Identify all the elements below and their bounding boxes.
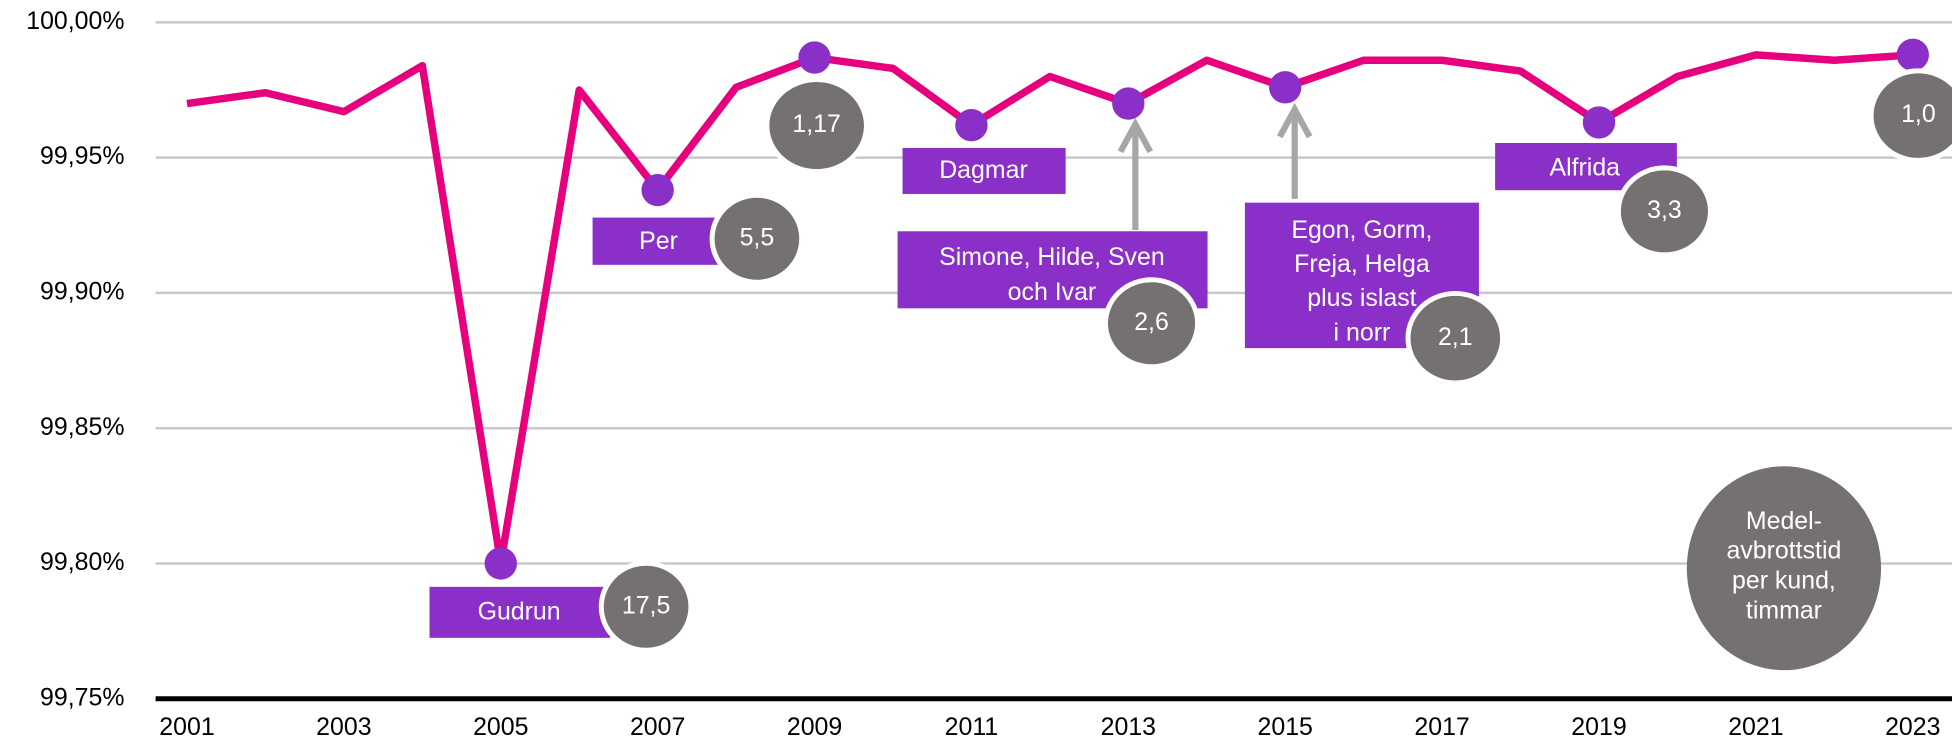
storm-name: Freja, Helga	[1294, 250, 1430, 278]
y-tick-label: 99,95%	[40, 142, 124, 170]
hours-bubble	[764, 77, 869, 175]
hours-label: 1,0	[1901, 100, 1936, 128]
storm-box	[902, 147, 1066, 194]
hours-bubble	[709, 192, 805, 285]
legend-text: per kund,	[1732, 566, 1836, 594]
legend-text: avbrottstid	[1727, 537, 1842, 565]
x-tick-label: 2003	[316, 713, 371, 741]
hours-bubble	[598, 560, 694, 653]
marker	[798, 41, 831, 74]
storm-name: Simone, Hilde, Sven	[939, 243, 1165, 271]
hours-label: 1,17	[792, 110, 840, 138]
storm-name: Gudrun	[478, 598, 561, 626]
storm-name: Alfrida	[1549, 154, 1620, 182]
y-tick-label: 99,80%	[40, 548, 124, 576]
x-tick-label: 2017	[1414, 713, 1469, 741]
storm-name: Dagmar	[939, 156, 1028, 184]
y-tick-label: 99,75%	[40, 683, 124, 711]
x-tick-label: 2005	[473, 713, 528, 741]
storm-box	[429, 586, 610, 638]
y-tick-label: 99,85%	[40, 413, 124, 441]
storm-name: plus islast	[1307, 284, 1416, 312]
storm-name: Per	[639, 227, 678, 255]
storm-name: i norr	[1334, 318, 1391, 346]
storm-name: Egon, Gorm,	[1291, 216, 1432, 244]
marker	[955, 109, 988, 142]
marker	[641, 173, 674, 207]
hours-bubble	[1615, 165, 1713, 258]
series-line	[186, 51, 1914, 568]
y-tick-label: 99,90%	[40, 278, 124, 306]
hours-label: 3,3	[1647, 196, 1682, 224]
legend-bubble	[1686, 466, 1882, 671]
marker	[1269, 71, 1302, 104]
arrow-head	[1117, 117, 1154, 154]
x-tick-label: 2011	[945, 713, 999, 741]
hours-bubble	[1868, 68, 1952, 163]
storm-name: och Ivar	[1008, 278, 1097, 306]
marker	[1582, 106, 1616, 139]
legend-text: Medel-	[1746, 507, 1822, 535]
arrow-head	[1277, 102, 1313, 139]
hours-label: 2,1	[1438, 323, 1473, 351]
hours-bubble	[1102, 277, 1201, 370]
x-tick-label: 2023	[1885, 713, 1940, 741]
marker	[1112, 87, 1145, 120]
x-tick-label: 2019	[1571, 713, 1626, 741]
x-tick-label: 2015	[1258, 713, 1313, 741]
hours-label: 5,5	[740, 223, 775, 251]
y-tick-label: 100,00%	[26, 7, 124, 35]
x-tick-label: 2021	[1728, 713, 1783, 741]
legend-text: timmar	[1746, 596, 1822, 624]
x-tick-label: 2007	[630, 713, 685, 741]
marker	[484, 547, 517, 580]
marker	[1896, 38, 1929, 72]
hours-label: 17,5	[622, 591, 670, 619]
hours-label: 2,6	[1134, 308, 1169, 336]
x-tick-label: 2001	[159, 713, 214, 741]
x-tick-label: 2013	[1101, 713, 1156, 741]
x-tick-label: 2009	[787, 713, 842, 741]
hours-bubble	[1405, 290, 1506, 386]
